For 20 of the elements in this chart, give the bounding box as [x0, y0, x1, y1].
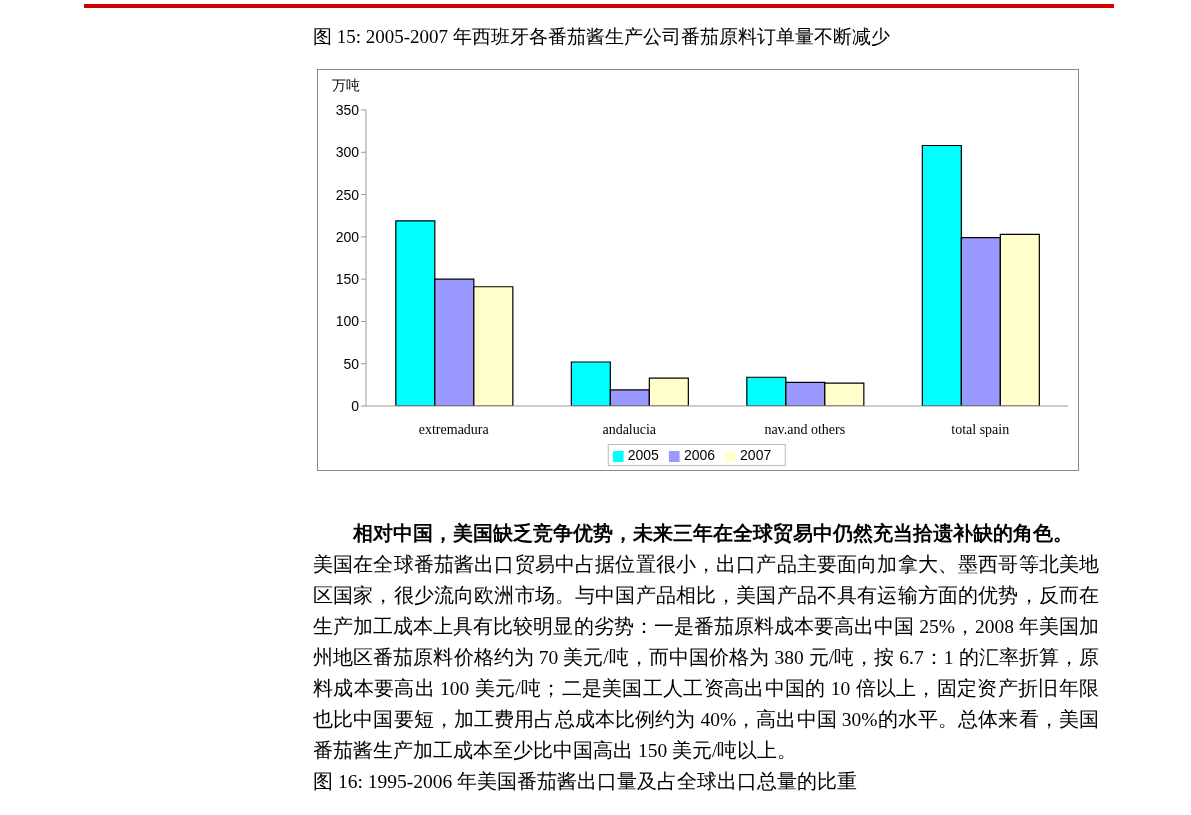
y-tick-label: 250: [335, 186, 360, 203]
caption: 图 16: 1995-2006 年美国番茄酱出口量及占全球出口总量的比重: [313, 770, 859, 794]
text: 美国在全球番茄酱出口贸易中占据位置很小，出口产品主要面向加拿大、墨西哥等北美地区国家，很少流向欧洲市场。与中国产品相比，美国产品不具有运输方面的优势，反而在生产加工成本上具有比较明显的劣势：一是番茄原料成本要高出中国 25%，2008 年美国加州地区番茄原料价格约为 70 美元/吨，而中国价格为 380 元/吨，按 6.7：1 的汇率折算，原料成本要高出 100 美元/吨；二是美国工人工资高出中国的 10 倍以上，固定资产折旧年限也比中国要短，加工费用占总成本比例约为 40%，高出中国 30%的水平。总体来看，美国番茄酱生产加工成本至少比中国高出 150 美元/吨以上。: [313, 553, 1099, 763]
y-tick-label: 50: [343, 355, 360, 372]
text: 相对中国，美国缺乏竞争优势，未来三年在全球贸易中仍然充当拾遗补缺的角色。: [351, 521, 1074, 546]
chart-title: 图 15: 2005-2007 年西班牙各番茄酱生产公司番茄原料订单量不断减少: [313, 25, 890, 49]
x-tick-label: andalucia: [602, 421, 657, 437]
y-tick-label: 300: [335, 144, 360, 161]
x-tick-label: nav.and others: [764, 421, 846, 437]
y-tick-label: 100: [335, 313, 360, 330]
y-tick-label: 150: [335, 271, 360, 288]
y-tick-label: 200: [335, 228, 360, 245]
y-tick-label: 350: [335, 101, 360, 118]
x-tick-label: extremadura: [418, 421, 490, 437]
y-axis-title: 万吨: [332, 78, 360, 93]
x-tick-label: total spain: [951, 421, 1010, 437]
legend-label: 2006: [683, 447, 716, 463]
legend-label: 2005: [627, 447, 659, 463]
y-tick-label: 0: [351, 397, 360, 414]
legend-label: 2007: [740, 447, 772, 463]
